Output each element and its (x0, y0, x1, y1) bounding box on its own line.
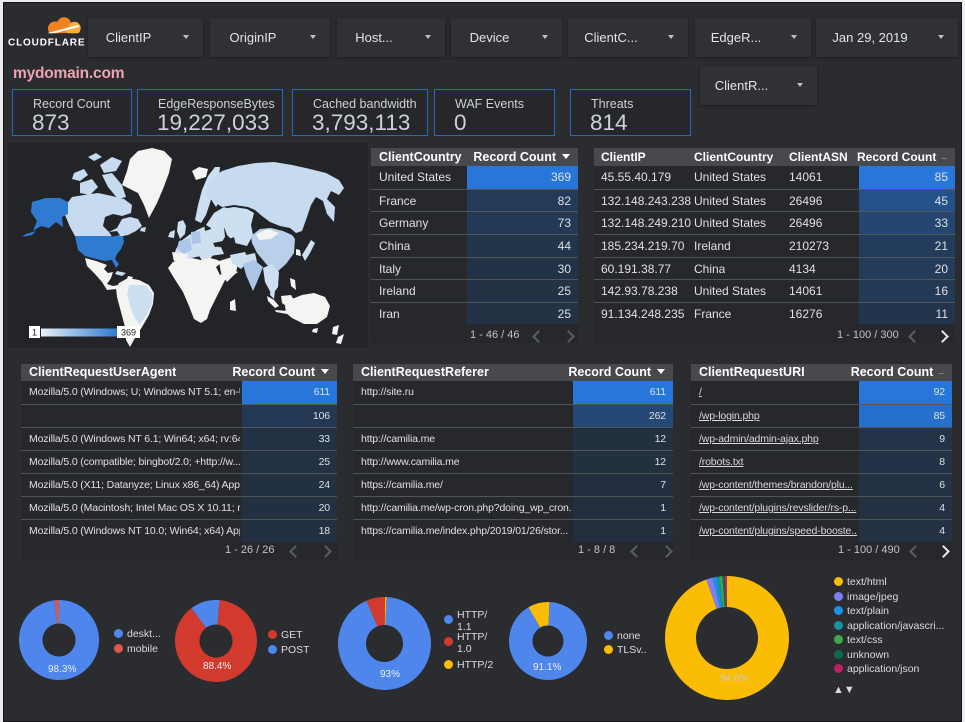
svg-text:369: 369 (121, 328, 136, 338)
svg-text:1: 1 (32, 328, 37, 338)
svg-text:CLOUDFLARE: CLOUDFLARE (8, 38, 85, 49)
